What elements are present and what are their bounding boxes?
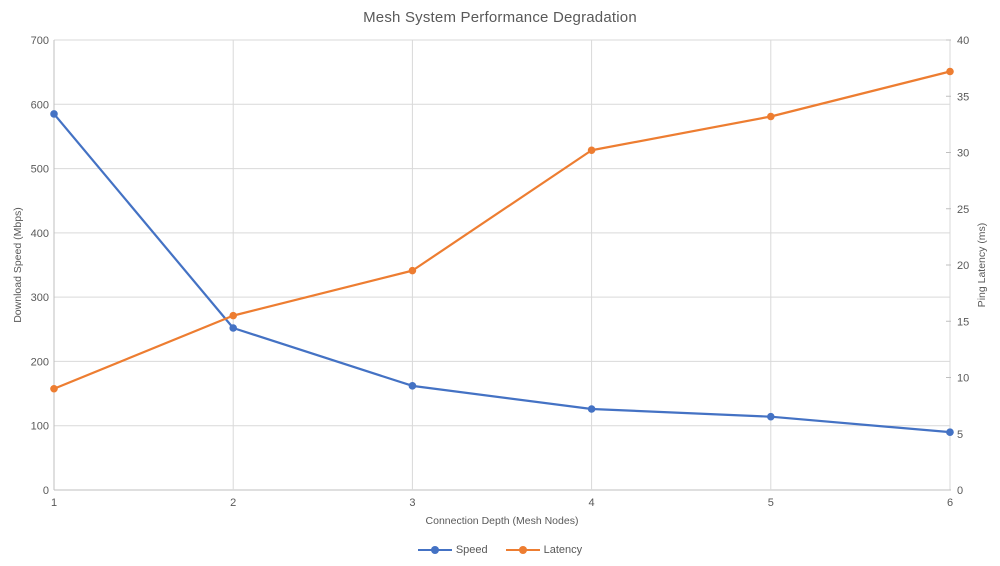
data-point-speed — [767, 412, 775, 421]
gridlines — [53, 39, 951, 491]
data-point-latency — [408, 266, 417, 275]
legend: Speed Latency — [0, 541, 1000, 559]
data-point-speed — [946, 428, 954, 436]
left-tick-label: 0 — [43, 485, 49, 497]
data-point-latency — [946, 67, 954, 76]
data-point-latency — [767, 112, 775, 121]
data-point-speed — [229, 324, 237, 332]
right-tick-label: 20 — [957, 260, 969, 272]
right-tick-label: 10 — [957, 373, 969, 385]
legend-label-latency: Latency — [543, 544, 583, 556]
right-tick-label: 5 — [957, 429, 963, 441]
data-point-speed — [50, 110, 58, 118]
legend-item-speed: Speed — [417, 544, 488, 556]
data-point-latency — [229, 311, 237, 320]
left-tick-label: 400 — [31, 228, 49, 240]
x-tick-label: 6 — [947, 497, 953, 509]
right-tick-label: 35 — [957, 91, 969, 103]
right-tick-label: 25 — [957, 204, 969, 216]
left-tick-label: 700 — [31, 35, 49, 47]
latency-line-swatch-icon — [505, 546, 540, 554]
x-axis-title: Connection Depth (Mesh Nodes) — [426, 515, 579, 527]
data-point-latency — [587, 146, 596, 155]
speed-dot-icon — [430, 546, 439, 554]
right-tick-label: 30 — [957, 148, 969, 160]
x-tick-label: 4 — [589, 497, 595, 509]
left-tick-label: 200 — [31, 356, 49, 368]
data-point-speed — [587, 405, 596, 413]
right-axis-title: Ping Latency (ms) — [976, 223, 988, 308]
right-tick-label: 40 — [957, 35, 969, 47]
left-tick-label: 100 — [31, 421, 49, 433]
legend-item-latency: Latency — [505, 544, 583, 556]
right-tick-label: 15 — [957, 316, 969, 328]
left-axis-title: Download Speed (Mbps) — [12, 207, 24, 323]
latency-dot-icon — [518, 546, 527, 554]
x-tick-label: 2 — [230, 497, 236, 509]
left-tick-label: 300 — [31, 292, 49, 304]
legend-label-speed: Speed — [455, 544, 488, 556]
series-lines — [50, 67, 954, 436]
right-tick-label: 0 — [957, 485, 963, 497]
series-line-latency — [52, 70, 952, 390]
left-tick-label: 500 — [31, 164, 49, 176]
left-tick-label: 600 — [31, 99, 49, 111]
x-tick-label: 3 — [409, 497, 415, 509]
speed-line-swatch-icon — [417, 546, 452, 554]
data-point-speed — [408, 382, 417, 390]
series-line-speed — [52, 112, 952, 434]
data-point-latency — [50, 384, 58, 393]
x-tick-label: 1 — [51, 497, 57, 509]
chart-title: Mesh System Performance Degradation — [363, 9, 637, 26]
x-tick-label: 5 — [768, 497, 774, 509]
